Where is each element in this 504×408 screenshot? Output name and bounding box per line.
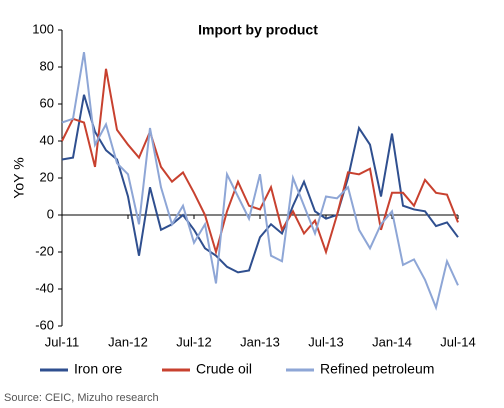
series-line: [61, 68, 459, 256]
y-axis-label: YoY %: [11, 157, 27, 198]
chart-title: Import by product: [198, 22, 318, 38]
series-line: [61, 52, 459, 311]
y-tick-label: 60: [40, 95, 54, 110]
legend-label: Crude oil: [196, 361, 252, 377]
x-tick-label: Jul-14: [440, 334, 475, 349]
y-tick-label: 20: [40, 169, 54, 184]
x-tick-label: Jul-13: [308, 334, 343, 349]
y-tick-label: 80: [40, 58, 54, 73]
x-tick-label: Jul-11: [45, 334, 79, 349]
source: Source: CEIC, Mizuho research: [4, 392, 159, 404]
series-line: [61, 94, 459, 274]
x-tick-label: Jul-12: [176, 334, 211, 349]
legend-label: Iron ore: [74, 361, 122, 377]
x-tick-label: Jan-14: [372, 334, 412, 349]
x-tick-label: Jan-13: [240, 334, 280, 349]
y-tick-label: 40: [40, 132, 54, 147]
legend-label: Refined petroleum: [320, 361, 434, 377]
y-tick-label: -60: [35, 317, 54, 332]
y-tick-label: -20: [35, 243, 54, 258]
y-tick-label: 100: [32, 21, 54, 36]
x-tick-label: Jan-12: [108, 334, 148, 349]
y-tick-label: -40: [35, 280, 54, 295]
y-tick-label: 0: [47, 206, 54, 221]
